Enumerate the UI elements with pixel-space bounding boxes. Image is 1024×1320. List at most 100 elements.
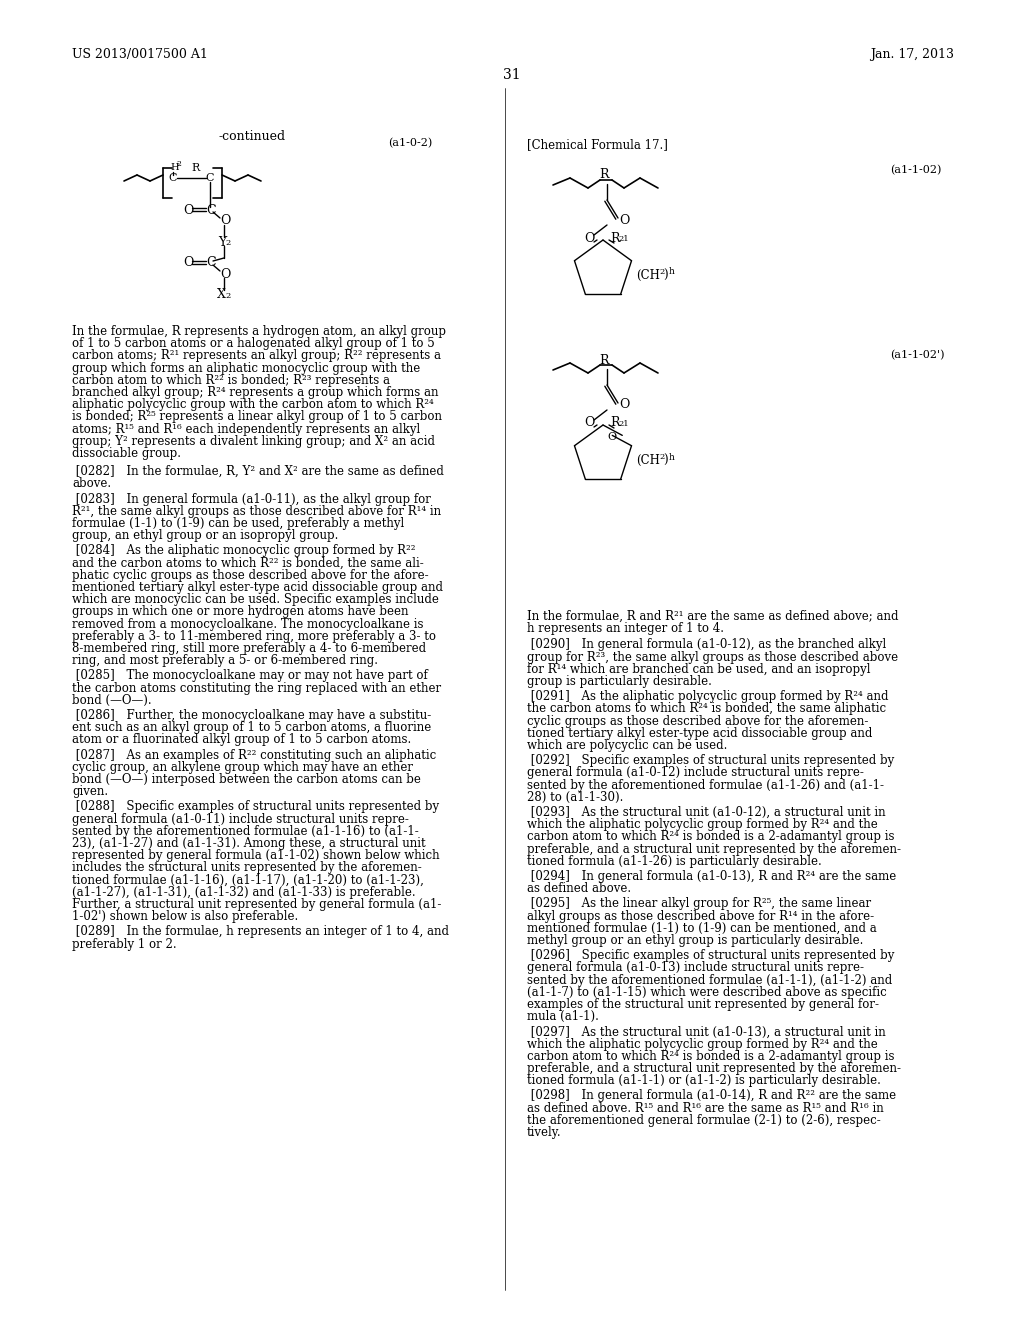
Text: for R¹⁴ which are branched can be used, and an isopropyl: for R¹⁴ which are branched can be used, … xyxy=(527,663,870,676)
Text: tioned tertiary alkyl ester-type acid dissociable group and: tioned tertiary alkyl ester-type acid di… xyxy=(527,727,872,739)
Text: C: C xyxy=(169,173,177,183)
Text: [0290] In general formula (a1-0-12), as the branched alkyl: [0290] In general formula (a1-0-12), as … xyxy=(527,639,886,651)
Text: mentioned formulae (1-1) to (1-9) can be mentioned, and a: mentioned formulae (1-1) to (1-9) can be… xyxy=(527,921,877,935)
Text: general formula (a1-0-12) include structural units repre-: general formula (a1-0-12) include struct… xyxy=(527,767,864,779)
Text: tively.: tively. xyxy=(527,1126,561,1139)
Text: mentioned tertiary alkyl ester-type acid dissociable group and: mentioned tertiary alkyl ester-type acid… xyxy=(72,581,443,594)
Text: the aforementioned general formulae (2-1) to (2-6), respec-: the aforementioned general formulae (2-1… xyxy=(527,1114,881,1127)
Text: of 1 to 5 carbon atoms or a halogenated alkyl group of 1 to 5: of 1 to 5 carbon atoms or a halogenated … xyxy=(72,337,435,350)
Text: given.: given. xyxy=(72,785,109,799)
Text: (a1-0-2): (a1-0-2) xyxy=(388,139,432,148)
Text: O: O xyxy=(607,433,616,442)
Text: methyl group or an ethyl group is particularly desirable.: methyl group or an ethyl group is partic… xyxy=(527,935,863,946)
Text: includes the structural units represented by the aforemen-: includes the structural units represente… xyxy=(72,862,422,874)
Text: ): ) xyxy=(663,454,668,466)
Text: group, an ethyl group or an isopropyl group.: group, an ethyl group or an isopropyl gr… xyxy=(72,529,338,543)
Text: and the carbon atoms to which R²² is bonded, the same ali-: and the carbon atoms to which R²² is bon… xyxy=(72,557,424,570)
Text: [0287] As an examples of R²² constituting such an aliphatic: [0287] As an examples of R²² constitutin… xyxy=(72,748,436,762)
Text: H: H xyxy=(170,162,178,172)
Text: phatic cyclic groups as those described above for the afore-: phatic cyclic groups as those described … xyxy=(72,569,429,582)
Text: C: C xyxy=(206,256,216,269)
Text: alkyl groups as those described above for R¹⁴ in the afore-: alkyl groups as those described above fo… xyxy=(527,909,874,923)
Text: general formula (a1-0-11) include structural units repre-: general formula (a1-0-11) include struct… xyxy=(72,813,409,825)
Text: general formula (a1-0-13) include structural units repre-: general formula (a1-0-13) include struct… xyxy=(527,961,864,974)
Text: 8-membered ring, still more preferably a 4- to 6-membered: 8-membered ring, still more preferably a… xyxy=(72,642,426,655)
Text: carbon atom to which R²⁴ is bonded is a 2-adamantyl group is: carbon atom to which R²⁴ is bonded is a … xyxy=(527,1049,895,1063)
Text: 1-02') shown below is also preferable.: 1-02') shown below is also preferable. xyxy=(72,911,298,923)
Text: (a1-1-02'): (a1-1-02') xyxy=(890,350,944,360)
Text: X: X xyxy=(217,289,226,301)
Text: R: R xyxy=(599,354,608,367)
Text: [0288] Specific examples of structural units represented by: [0288] Specific examples of structural u… xyxy=(72,800,439,813)
Text: O: O xyxy=(584,231,594,244)
Text: which are polycyclic can be used.: which are polycyclic can be used. xyxy=(527,739,727,752)
Text: (a1-1-7) to (a1-1-15) which were described above as specific: (a1-1-7) to (a1-1-15) which were describ… xyxy=(527,986,887,999)
Text: Y: Y xyxy=(218,235,226,248)
Text: (a1-1-02): (a1-1-02) xyxy=(890,165,941,176)
Text: O: O xyxy=(584,417,594,429)
Text: carbon atom to which R²² is bonded; R²³ represents a: carbon atom to which R²² is bonded; R²³ … xyxy=(72,374,390,387)
Text: group which forms an aliphatic monocyclic group with the: group which forms an aliphatic monocycli… xyxy=(72,362,420,375)
Text: (CH: (CH xyxy=(636,268,659,281)
Text: atoms; R¹⁵ and R¹⁶ each independently represents an alkyl: atoms; R¹⁵ and R¹⁶ each independently re… xyxy=(72,422,420,436)
Text: the carbon atoms constituting the ring replaced with an ether: the carbon atoms constituting the ring r… xyxy=(72,681,441,694)
Text: [0293] As the structural unit (a1-0-12), a structural unit in: [0293] As the structural unit (a1-0-12),… xyxy=(527,807,886,818)
Text: 2: 2 xyxy=(225,292,230,300)
Text: sented by the aforementioned formulae (a1-1-16) to (a1-1-: sented by the aforementioned formulae (a… xyxy=(72,825,419,838)
Text: R: R xyxy=(191,162,200,173)
Text: dissociable group.: dissociable group. xyxy=(72,447,181,459)
Text: [0292] Specific examples of structural units represented by: [0292] Specific examples of structural u… xyxy=(527,754,894,767)
Text: represented by general formula (a1-1-02) shown below which: represented by general formula (a1-1-02)… xyxy=(72,849,439,862)
Text: (CH: (CH xyxy=(636,454,659,466)
Text: 23), (a1-1-27) and (a1-1-31). Among these, a structural unit: 23), (a1-1-27) and (a1-1-31). Among thes… xyxy=(72,837,426,850)
Text: 21: 21 xyxy=(618,420,629,428)
Text: O: O xyxy=(220,214,230,227)
Text: ent such as an alkyl group of 1 to 5 carbon atoms, a fluorine: ent such as an alkyl group of 1 to 5 car… xyxy=(72,721,431,734)
Text: O: O xyxy=(183,203,194,216)
Text: 31: 31 xyxy=(503,69,521,82)
Text: above.: above. xyxy=(72,478,112,491)
Text: [0284] As the aliphatic monocyclic group formed by R²²: [0284] As the aliphatic monocyclic group… xyxy=(72,544,416,557)
Text: [0291] As the aliphatic polycyclic group formed by R²⁴ and: [0291] As the aliphatic polycyclic group… xyxy=(527,690,889,704)
Text: [0286] Further, the monocycloalkane may have a substitu-: [0286] Further, the monocycloalkane may … xyxy=(72,709,431,722)
Text: groups in which one or more hydrogen atoms have been: groups in which one or more hydrogen ato… xyxy=(72,606,409,618)
Text: preferable, and a structural unit represented by the aforemen-: preferable, and a structural unit repres… xyxy=(527,842,901,855)
Text: R²¹, the same alkyl groups as those described above for R¹⁴ in: R²¹, the same alkyl groups as those desc… xyxy=(72,504,441,517)
Text: as defined above. R¹⁵ and R¹⁶ are the same as R¹⁵ and R¹⁶ in: as defined above. R¹⁵ and R¹⁶ are the sa… xyxy=(527,1102,884,1114)
Text: formulae (1-1) to (1-9) can be used, preferably a methyl: formulae (1-1) to (1-9) can be used, pre… xyxy=(72,517,404,531)
Text: removed from a monocycloalkane. The monocycloalkane is: removed from a monocycloalkane. The mono… xyxy=(72,618,424,631)
Text: the carbon atoms to which R²⁴ is bonded, the same aliphatic: the carbon atoms to which R²⁴ is bonded,… xyxy=(527,702,886,715)
Text: [0282] In the formulae, R, Y² and X² are the same as defined: [0282] In the formulae, R, Y² and X² are… xyxy=(72,465,443,478)
Text: [0285] The monocycloalkane may or may not have part of: [0285] The monocycloalkane may or may no… xyxy=(72,669,428,682)
Text: bond (—O—) interposed between the carbon atoms can be: bond (—O—) interposed between the carbon… xyxy=(72,774,421,785)
Text: h represents an integer of 1 to 4.: h represents an integer of 1 to 4. xyxy=(527,622,724,635)
Text: h: h xyxy=(669,268,675,276)
Text: examples of the structural unit represented by general for-: examples of the structural unit represen… xyxy=(527,998,879,1011)
Text: is bonded; R²⁵ represents a linear alkyl group of 1 to 5 carbon: is bonded; R²⁵ represents a linear alkyl… xyxy=(72,411,442,424)
Text: 2: 2 xyxy=(659,268,665,276)
Text: sented by the aforementioned formulae (a1-1-26) and (a1-1-: sented by the aforementioned formulae (a… xyxy=(527,779,884,792)
Text: Further, a structural unit represented by general formula (a1-: Further, a structural unit represented b… xyxy=(72,898,441,911)
Text: cyclic group, an alkylene group which may have an ether: cyclic group, an alkylene group which ma… xyxy=(72,760,413,774)
Text: C: C xyxy=(206,203,216,216)
Text: bond (—O—).: bond (—O—). xyxy=(72,694,152,706)
Text: ring, and most preferably a 5- or 6-membered ring.: ring, and most preferably a 5- or 6-memb… xyxy=(72,655,378,667)
Text: C: C xyxy=(206,173,214,183)
Text: tioned formulae (a1-1-16), (a1-1-17), (a1-1-20) to (a1-1-23),: tioned formulae (a1-1-16), (a1-1-17), (a… xyxy=(72,874,424,887)
Text: [0296] Specific examples of structural units represented by: [0296] Specific examples of structural u… xyxy=(527,949,894,962)
Text: [0289] In the formulae, h represents an integer of 1 to 4, and: [0289] In the formulae, h represents an … xyxy=(72,925,449,939)
Text: [0283] In general formula (a1-0-11), as the alkyl group for: [0283] In general formula (a1-0-11), as … xyxy=(72,492,431,506)
Text: which the aliphatic polycyclic group formed by R²⁴ and the: which the aliphatic polycyclic group for… xyxy=(527,1038,878,1051)
Text: R: R xyxy=(599,169,608,181)
Text: cyclic groups as those described above for the aforemen-: cyclic groups as those described above f… xyxy=(527,714,868,727)
Text: preferably a 3- to 11-membered ring, more preferably a 3- to: preferably a 3- to 11-membered ring, mor… xyxy=(72,630,436,643)
Text: -continued: -continued xyxy=(218,129,286,143)
Text: preferably 1 or 2.: preferably 1 or 2. xyxy=(72,937,176,950)
Text: [0295] As the linear alkyl group for R²⁵, the same linear: [0295] As the linear alkyl group for R²⁵… xyxy=(527,898,871,911)
Text: carbon atom to which R²⁴ is bonded is a 2-adamantyl group is: carbon atom to which R²⁴ is bonded is a … xyxy=(527,830,895,843)
Text: O: O xyxy=(220,268,230,281)
Text: O: O xyxy=(183,256,194,269)
Text: In the formulae, R and R²¹ are the same as defined above; and: In the formulae, R and R²¹ are the same … xyxy=(527,610,898,623)
Text: aliphatic polycyclic group with the carbon atom to which R²⁴: aliphatic polycyclic group with the carb… xyxy=(72,399,434,412)
Text: sented by the aforementioned formulae (a1-1-1), (a1-1-2) and: sented by the aforementioned formulae (a… xyxy=(527,974,892,986)
